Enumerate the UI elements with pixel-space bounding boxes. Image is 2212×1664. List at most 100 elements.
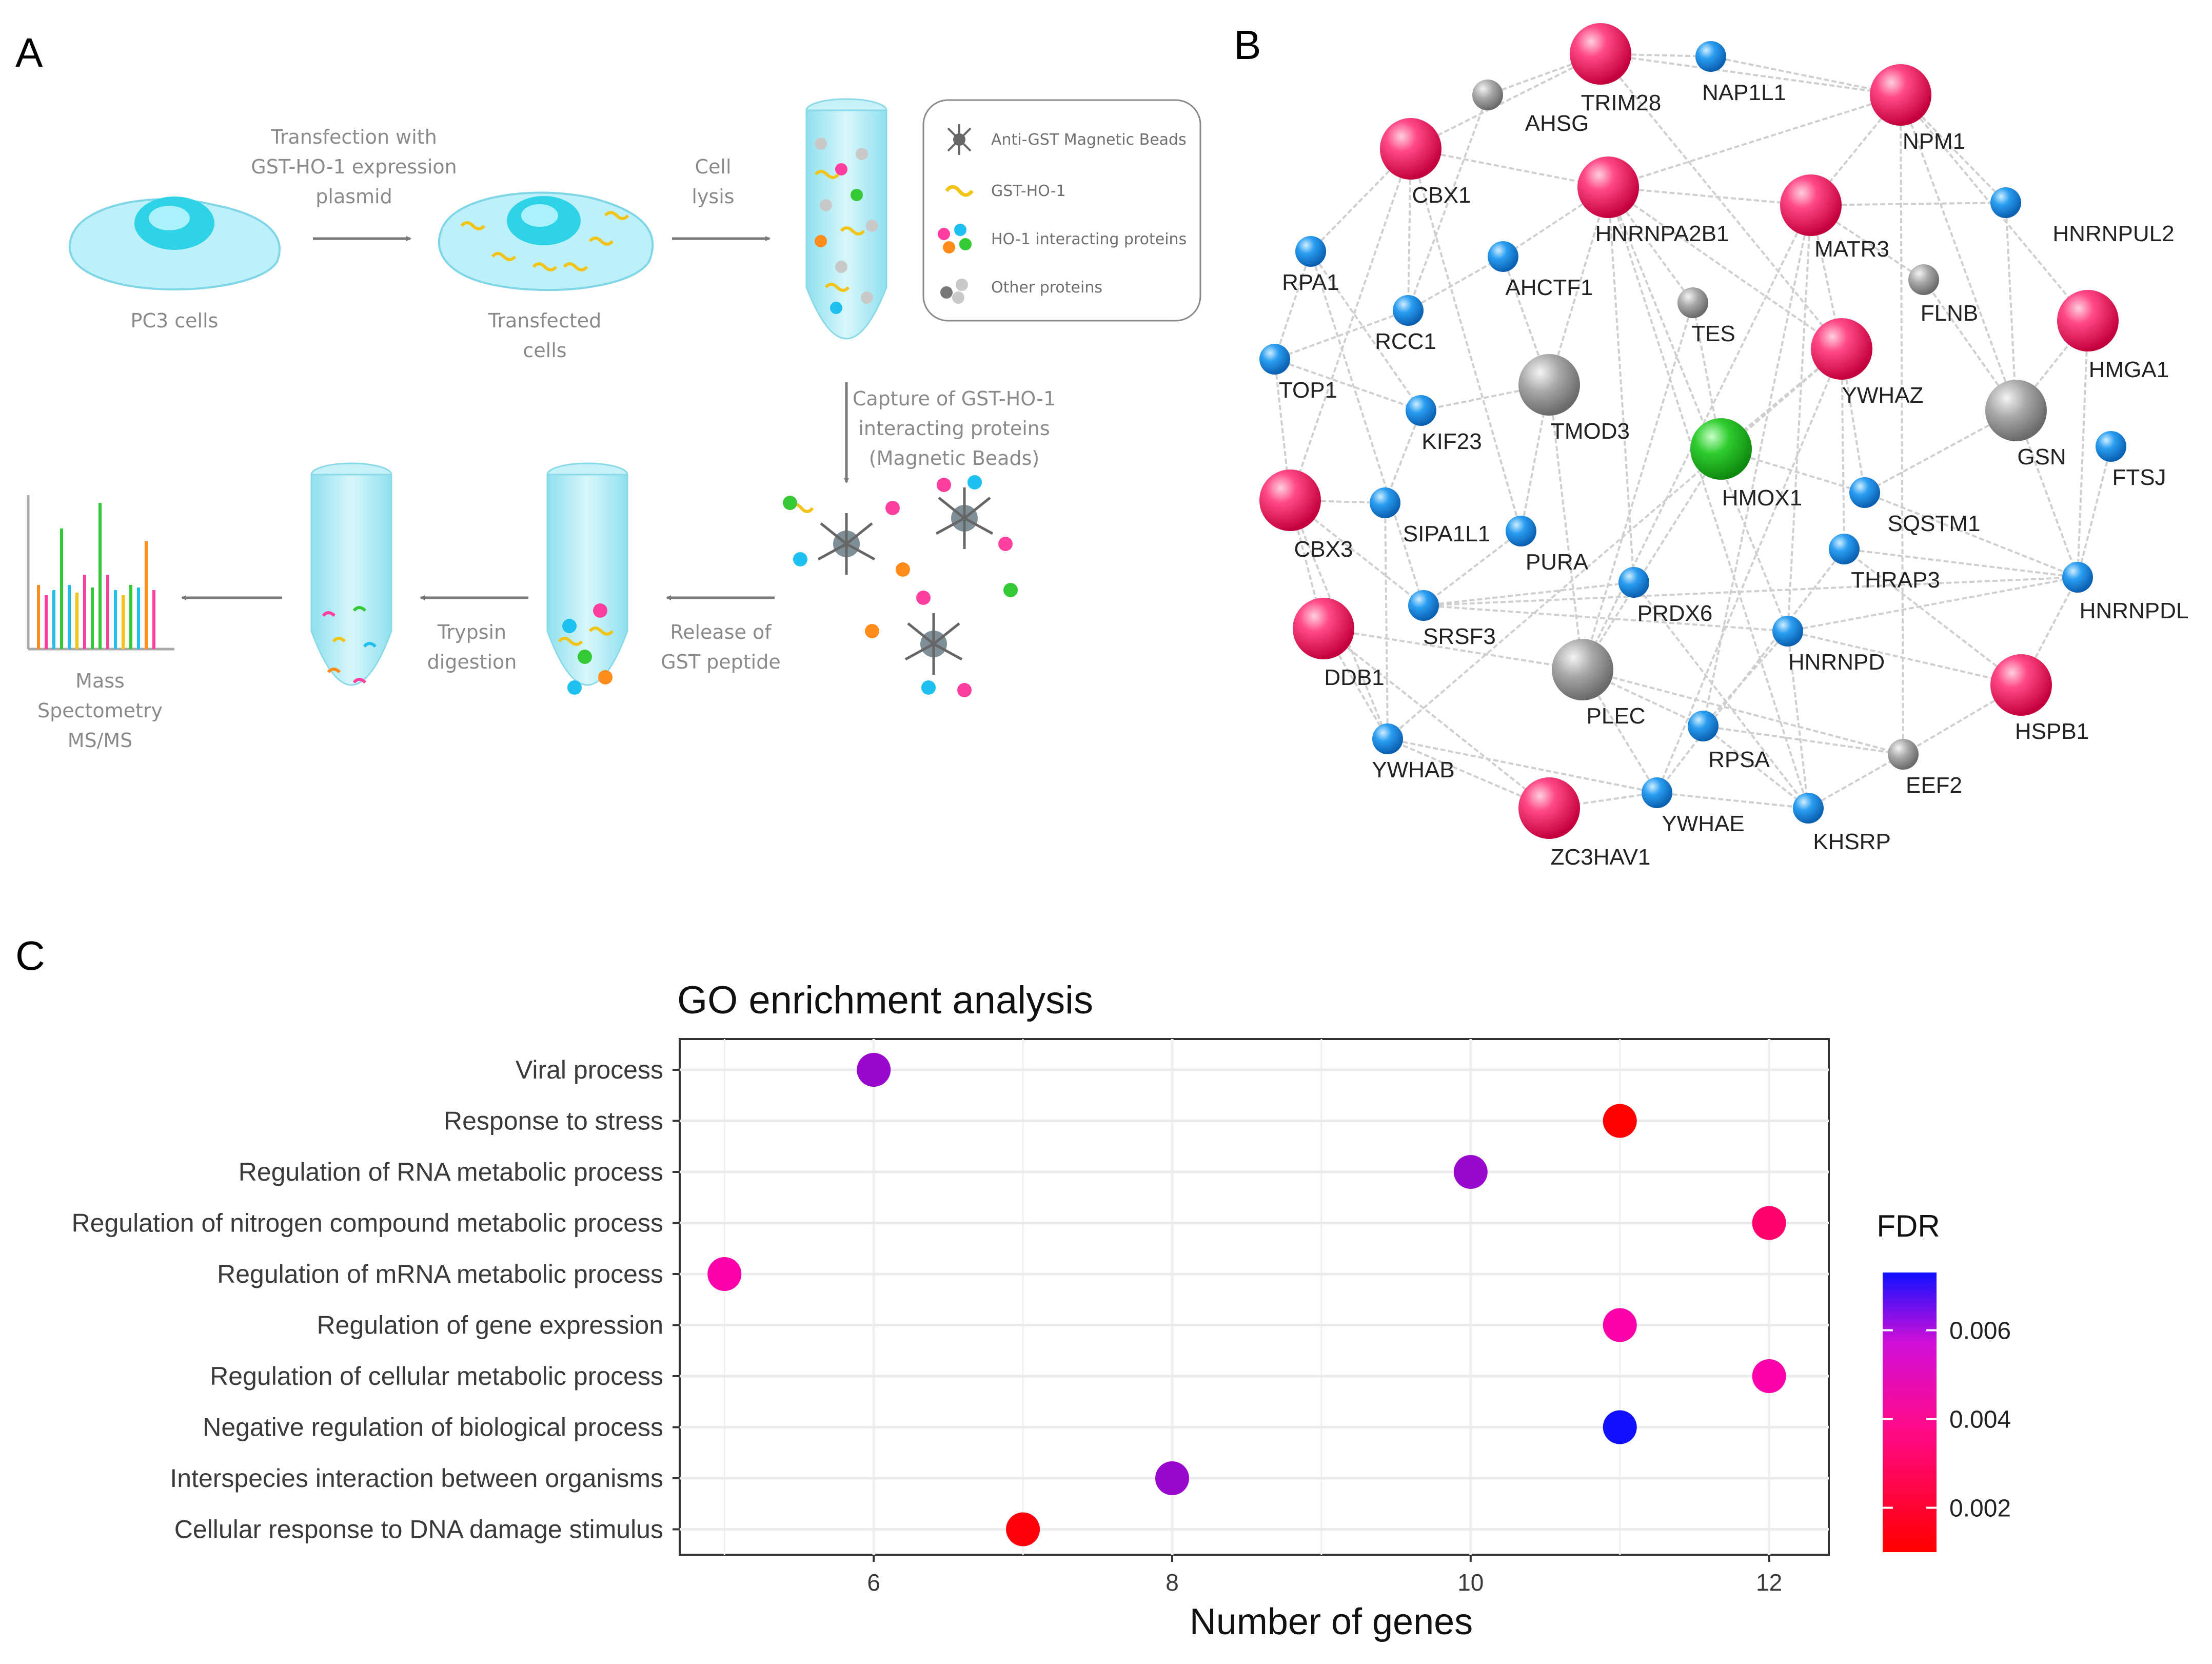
node-label: YWHAZ (1842, 383, 1924, 408)
network-edge-thrap3-ywhae (1656, 548, 1845, 794)
network-node-prdx6: PRDX6 (1618, 567, 1712, 626)
arrow1-text-line3: plasmid (315, 185, 392, 208)
node-pink-sphere (1990, 654, 2052, 716)
fdr-colorbar-ticks: 0.006 0.004 0.002 (1883, 1317, 2011, 1522)
network-edge-rpa1-top1 (1274, 251, 1312, 360)
network-node-thrap3: THRAP3 (1829, 534, 1940, 593)
arrow2-text-line2: lysis (692, 185, 734, 208)
node-label: HNRNPD (1788, 650, 1885, 675)
network-node-cbx1: CBX1 (1380, 118, 1471, 208)
transfected-label-line1: Transfected (488, 309, 601, 332)
network-edge-cbx3-srsf3 (1289, 499, 1425, 606)
node-label: TMOD3 (1551, 419, 1630, 444)
node-label: KIF23 (1421, 429, 1482, 454)
node-blue-sphere (1488, 241, 1518, 272)
interacting-proteins-icon (938, 224, 972, 253)
bead-complex-2 (935, 475, 1018, 597)
network-edge-top1-kif23 (1274, 358, 1421, 412)
x-tick-label: 8 (1166, 1569, 1179, 1596)
x-axis-ticks: 6 8 10 12 (867, 1555, 1782, 1596)
node-grey-sphere (1888, 739, 1919, 770)
x-axis-title: Number of genes (1190, 1601, 1473, 1642)
network-edge-hnrnpd-hnrnpdl (1787, 576, 2078, 632)
node-label: EEF2 (1906, 773, 1962, 798)
network-node-sqstm1: SQSTM1 (1849, 477, 1980, 536)
network-node-ywhab: YWHAB (1372, 723, 1455, 782)
network-node-hmga1: HMGA1 (2057, 290, 2169, 382)
node-grey-sphere (1472, 80, 1503, 110)
node-label: HNRNPA2B1 (1595, 221, 1729, 246)
fdr-colorbar (1883, 1273, 1937, 1552)
network-edge-hnrnpa2b1-ywhaz (1607, 186, 1843, 350)
node-blue-sphere (1772, 616, 1803, 647)
pc3-cells-label: PC3 cells (131, 309, 219, 332)
network-node-ywhae: YWHAE (1642, 777, 1745, 836)
data-point-regulation-of-nitrogen-compound-metabolic-process (1752, 1206, 1786, 1240)
network-edge-npm1-eef2 (1900, 94, 1904, 755)
x-tick-label: 10 (1457, 1569, 1484, 1596)
y-tick-label: Viral process (516, 1055, 663, 1084)
arrow4-text-line2: GST peptide (661, 651, 780, 673)
network-edge-rcc1-top1 (1274, 309, 1409, 360)
node-blue-sphere (1618, 567, 1649, 598)
node-label: PLEC (1587, 703, 1646, 729)
fdr-tick-label: 0.004 (1949, 1406, 2011, 1433)
legend-other-text: Other proteins (991, 279, 1102, 297)
network-edge-ywhae-khsrp (1656, 792, 1809, 809)
fdr-tick-label: 0.006 (1949, 1317, 2011, 1344)
y-tick-label: Interspecies interaction between organis… (170, 1464, 663, 1493)
node-grey-sphere (1908, 264, 1939, 295)
node-label: HMGA1 (2089, 357, 2169, 382)
data-point-regulation-of-rna-metabolic-process (1453, 1155, 1488, 1189)
mass-spec-label-line1: Mass (75, 670, 125, 692)
digested-tube-icon (310, 462, 392, 686)
data-point-regulation-of-mrna-metabolic-process (707, 1257, 742, 1291)
network-edge-pura-srsf3 (1423, 530, 1522, 606)
network-edge-ddb1-zc3hav1 (1322, 628, 1550, 809)
network-edge-tmod3-plec (1548, 384, 1584, 670)
arrow1-text-line2: GST-HO-1 expression (251, 155, 457, 178)
network-node-plec: PLEC (1552, 639, 1645, 729)
network-node-ftsj: FTSJ (2096, 431, 2166, 490)
network-edge-hnrnpa2b1-matr3 (1608, 186, 1811, 206)
network-node-ahctf1: AHCTF1 (1488, 241, 1593, 300)
y-tick-label: Regulation of cellular metabolic process (210, 1362, 663, 1391)
data-point-regulation-of-cellular-metabolic-process (1752, 1359, 1786, 1393)
node-grey-sphere (1985, 380, 2047, 441)
network-edge-plec-rpsa (1582, 669, 1704, 727)
node-grey-sphere (1552, 639, 1613, 700)
network-node-hnrnpul2: HNRNPUL2 (1990, 187, 2175, 246)
network-node-hnrnpdl: HNRNPDL (2062, 562, 2188, 623)
data-point-regulation-of-gene-expression (1603, 1308, 1637, 1342)
network-edge-rpsa-eef2 (1703, 725, 1904, 755)
node-label: SQSTM1 (1888, 511, 1981, 536)
network-node-hspb1: HSPB1 (1990, 654, 2089, 744)
network-panel: TRIM28 NAP1L1 AHSG NPM1 CBX1 HNRNPA2B1 MATR3 HN… (1259, 23, 2188, 870)
node-label: THRAP3 (1851, 567, 1940, 593)
fdr-legend-title: FDR (1877, 1209, 1940, 1243)
node-blue-sphere (1406, 395, 1436, 426)
node-label: CBX3 (1294, 537, 1353, 562)
network-node-rcc1: RCC1 (1375, 295, 1436, 354)
node-blue-sphere (1370, 487, 1400, 518)
network-edge-cbx1-cbx3 (1289, 148, 1412, 501)
arrow5-text-line2: digestion (427, 651, 517, 673)
network-edge-matr3-hnrnpul2 (1810, 202, 2006, 206)
node-blue-sphere (1259, 344, 1290, 375)
mass-spec-label-line2: Spectometry (37, 699, 163, 722)
node-pink-sphere (1293, 598, 1354, 659)
network-edge-hnrnpa2b1-prdx6 (1607, 187, 1635, 583)
node-label: GSN (2017, 444, 2066, 469)
mass-spectrum-icon (27, 495, 174, 651)
network-edge-thrap3-hnrnpdl (1844, 548, 2078, 578)
data-point-interspecies-interaction-between-organisms (1155, 1461, 1189, 1495)
network-nodes: TRIM28 NAP1L1 AHSG NPM1 CBX1 HNRNPA2B1 MATR3 HN… (1259, 23, 2188, 870)
node-pink-sphere (1780, 174, 1842, 236)
node-blue-sphere (1990, 187, 2021, 218)
network-node-hnrnpa2b1: HNRNPA2B1 (1577, 156, 1729, 246)
network-edge-trim28-cbx1 (1410, 53, 1601, 150)
network-node-eef2: EEF2 (1888, 739, 1962, 798)
network-edge-npm1-gsn (1900, 94, 2017, 411)
node-label: RCC1 (1375, 329, 1436, 354)
